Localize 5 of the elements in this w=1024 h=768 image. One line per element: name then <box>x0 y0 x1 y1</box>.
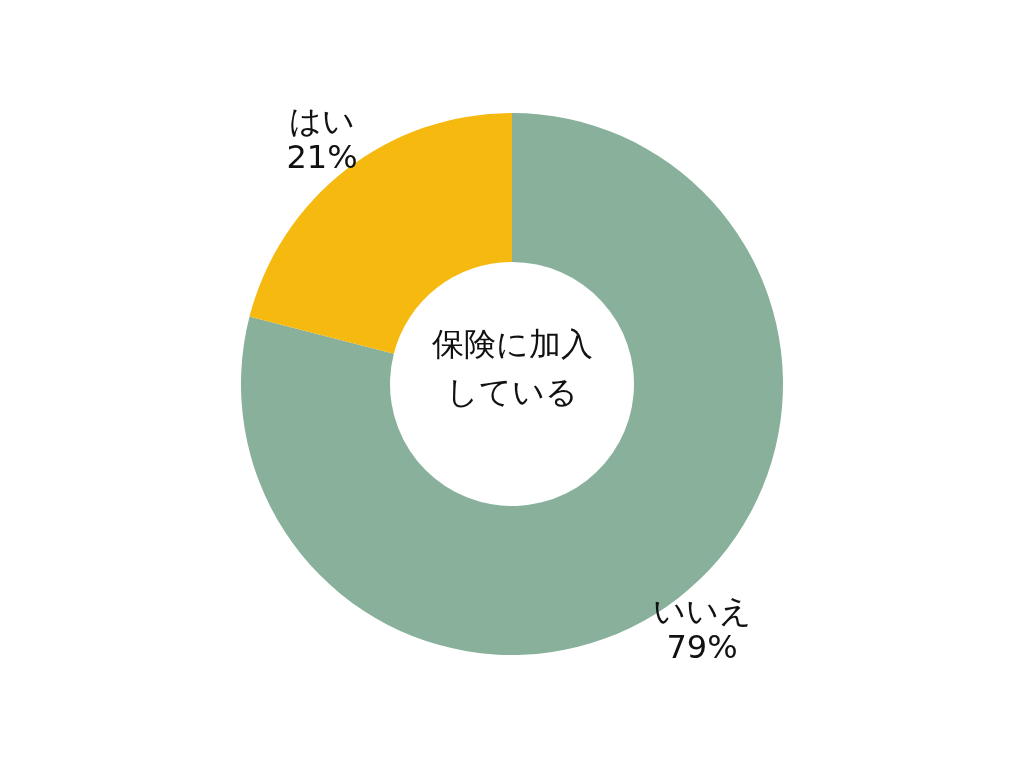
slice-label: いいえ <box>652 591 752 630</box>
data-label: 21% <box>286 138 358 177</box>
data-label: 79% <box>666 627 738 666</box>
text: 保険に加入している <box>430 324 594 413</box>
slice-label: はい <box>289 102 355 141</box>
